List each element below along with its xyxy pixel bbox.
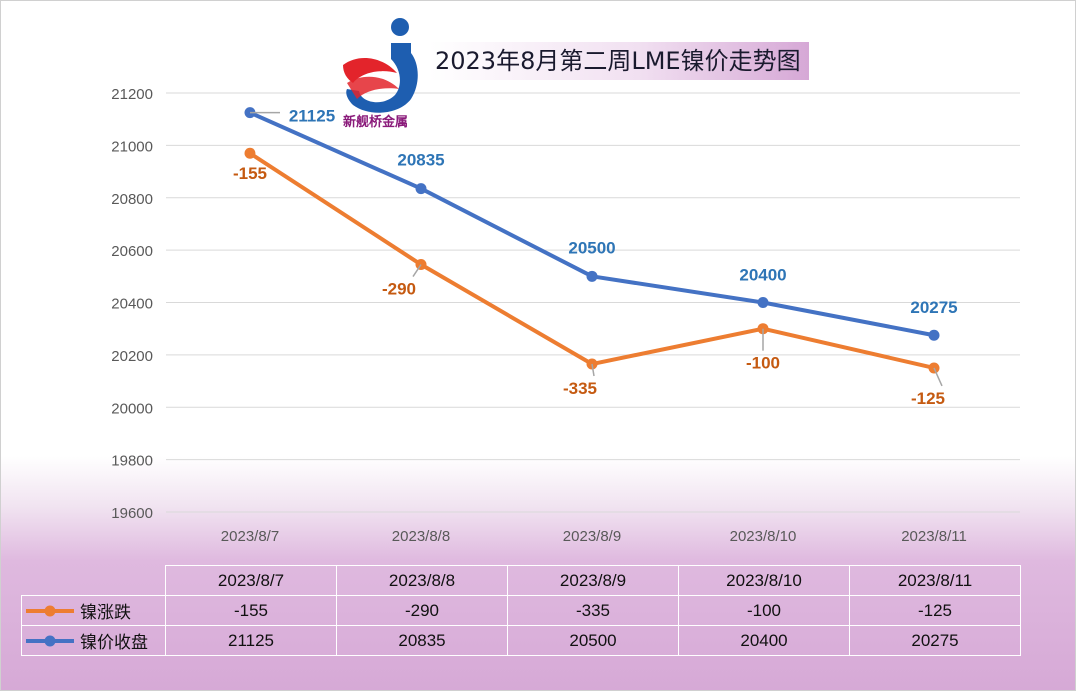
data-label: 20275	[910, 298, 957, 317]
legend-label: 镍涨跌	[80, 603, 131, 623]
table-header-cell: 2023/8/10	[678, 565, 850, 596]
y-tick-label: 20400	[111, 296, 153, 313]
label-leader-line	[591, 363, 595, 377]
y-tick-label: 21000	[111, 138, 153, 155]
data-label: -290	[382, 280, 416, 299]
table-cell: 20400	[678, 625, 850, 656]
data-label: 20500	[568, 238, 615, 257]
data-label: -100	[746, 354, 780, 373]
data-label: 20400	[739, 266, 786, 285]
table-cell: 20835	[336, 625, 508, 656]
x-axis-ticks: 2023/8/7 2023/8/8 2023/8/9 2023/8/10 2023/8/…	[221, 528, 967, 545]
data-label: 20835	[397, 151, 444, 170]
series-line	[248, 151, 936, 370]
data-point	[586, 270, 598, 282]
table-cell: -155	[165, 595, 337, 626]
chart-title: 2023年8月第二周LME镍价走势图	[429, 42, 809, 80]
x-tick-label: 2023/8/7	[221, 528, 279, 545]
x-tick-label: 2023/8/9	[563, 528, 621, 545]
legend-entry-change: 镍涨跌	[21, 595, 166, 626]
y-tick-label: 20600	[111, 243, 153, 260]
data-point	[757, 297, 769, 308]
gridlines	[166, 92, 1020, 513]
y-tick-label: 21200	[111, 86, 153, 103]
table-cell: 20500	[507, 625, 679, 656]
x-tick-label: 2023/8/10	[730, 528, 797, 545]
y-tick-label: 19600	[111, 505, 153, 522]
data-table: 2023/8/7 2023/8/8 2023/8/9 2023/8/10 202…	[21, 565, 1021, 656]
logo-icon	[343, 18, 418, 113]
legend-entry-close: 镍价收盘	[21, 625, 166, 656]
data-point	[244, 147, 256, 159]
table-cell: -290	[336, 595, 508, 626]
table-cell: 21125	[165, 625, 337, 656]
y-axis-ticks: 19600 19800 20000 20200 20400 20600 20800 21000…	[111, 86, 153, 522]
x-tick-label: 2023/8/8	[392, 528, 450, 545]
label-leader-line	[933, 367, 943, 387]
data-point	[415, 183, 427, 195]
data-point	[928, 329, 940, 341]
table-row-close: 镍价收盘 21125 20835 20500 20400 20275	[21, 625, 1021, 656]
table-cell: -125	[849, 595, 1021, 626]
table-cell: -100	[678, 595, 850, 626]
series-line	[248, 110, 936, 338]
table-header-cell: 2023/8/11	[849, 565, 1021, 596]
y-tick-label: 20200	[111, 348, 153, 365]
logo-text: 新舰桥金属	[343, 115, 409, 130]
y-tick-label: 20800	[111, 191, 153, 208]
data-label: -155	[233, 164, 267, 183]
y-tick-label: 19800	[111, 453, 153, 470]
data-label: -335	[563, 379, 597, 398]
table-corner	[21, 565, 166, 596]
y-tick-label: 20000	[111, 400, 153, 417]
data-label: -125	[911, 389, 945, 408]
data-labels: -155 -290 -335 -100 -125 21125 20835 20500 20400…	[233, 107, 958, 408]
table-header-row: 2023/8/7 2023/8/8 2023/8/9 2023/8/10 202…	[21, 565, 1021, 596]
table-header-cell: 2023/8/8	[336, 565, 508, 596]
label-leader-line	[412, 264, 422, 277]
orange-line-marker-icon	[26, 605, 74, 616]
table-header-cell: 2023/8/9	[507, 565, 679, 596]
table-header-cell: 2023/8/7	[165, 565, 337, 596]
table-cell: 20275	[849, 625, 1021, 656]
x-tick-label: 2023/8/11	[901, 528, 967, 545]
data-label: 21125	[289, 107, 335, 126]
blue-line-marker-icon	[26, 635, 74, 646]
legend-label: 镍价收盘	[80, 633, 148, 653]
table-row-change: 镍涨跌 -155 -290 -335 -100 -125	[21, 595, 1021, 626]
table-cell: -335	[507, 595, 679, 626]
